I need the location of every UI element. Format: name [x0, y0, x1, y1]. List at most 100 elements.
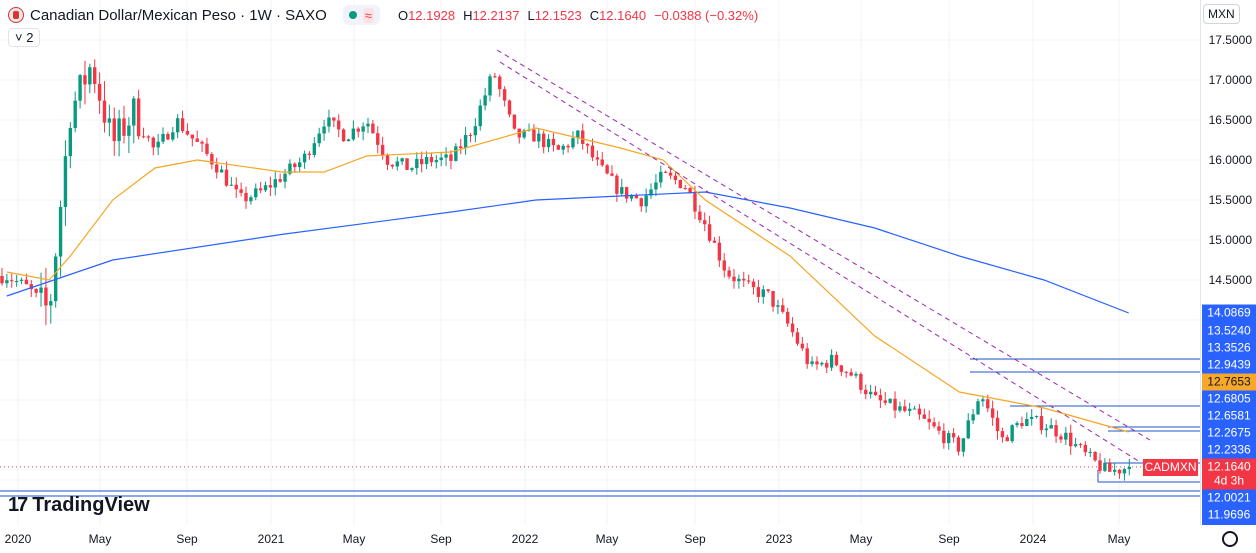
candle-body: [522, 130, 526, 138]
candle-body: [244, 192, 248, 202]
candle-body: [483, 95, 487, 106]
candle-body: [444, 154, 448, 158]
price-tick-label: 16.5000: [1208, 113, 1252, 127]
candle-body: [620, 187, 624, 194]
candle-body: [937, 426, 941, 431]
candle-body: [415, 158, 419, 169]
candle-body: [541, 133, 546, 148]
market-status[interactable]: ≈: [342, 5, 380, 25]
candle-body: [102, 100, 107, 123]
currency-button[interactable]: MXN: [1203, 4, 1240, 24]
candle-body: [922, 414, 927, 419]
price-tag-level: 11.9696: [1202, 506, 1256, 524]
candle-body: [122, 118, 126, 136]
candle-body: [600, 159, 604, 166]
candle-body: [263, 185, 268, 191]
candle-body: [1098, 460, 1102, 471]
candle-body: [488, 76, 492, 96]
price-tick-label: 14.5000: [1208, 273, 1252, 287]
candle-body: [766, 289, 770, 292]
candle-body: [537, 133, 541, 142]
candle-body: [5, 280, 9, 284]
candle-body: [278, 179, 282, 182]
candle-body: [698, 211, 702, 221]
candle-body: [917, 408, 922, 415]
price-chart[interactable]: [0, 0, 1200, 525]
candle-body: [180, 118, 185, 132]
candle-body: [205, 143, 209, 154]
candle-body: [449, 154, 453, 161]
candle-body: [493, 76, 497, 78]
price-axis[interactable]: 17.5000 17.0000 16.5000 16.0000 15.5000 15.00…: [1200, 0, 1256, 525]
candle-body: [1108, 462, 1112, 472]
high-value: 12.2137: [472, 7, 520, 23]
candle-body: [366, 123, 370, 127]
candle-body: [249, 197, 253, 202]
candle-body: [1054, 425, 1058, 437]
candle-body: [254, 188, 258, 198]
candle-body: [976, 401, 980, 415]
candle-body: [356, 128, 360, 132]
time-tick-label: 2020: [4, 532, 32, 546]
candle-body: [395, 161, 399, 167]
candle-body: [502, 89, 507, 101]
candle-body: [512, 114, 517, 129]
candle-body: [29, 284, 33, 290]
candle-body: [629, 195, 634, 199]
indicators-toggle-button[interactable]: ˅ 2: [8, 28, 41, 47]
candle-body: [693, 193, 697, 212]
candle-body: [200, 141, 204, 144]
candle-body: [380, 144, 385, 156]
tradingview-logo[interactable]: 17 TradingView: [8, 494, 150, 516]
candle-body: [307, 153, 312, 155]
candle-body: [73, 100, 77, 129]
candle-body: [1039, 416, 1044, 431]
candle-body: [419, 158, 424, 165]
price-tag-level: 13.3526: [1202, 339, 1256, 357]
candle-body: [668, 172, 673, 176]
canada-mexico-flag-icon: [8, 7, 24, 23]
candle-body: [912, 408, 917, 410]
symbol-title[interactable]: Canadian Dollar/Mexican Peso · 1W · SAXO: [30, 6, 327, 24]
candle-body: [839, 365, 844, 372]
candle-body: [868, 391, 873, 395]
candle-body: [400, 158, 404, 162]
candle-body: [947, 433, 951, 444]
candle-body: [117, 118, 121, 142]
candle-body: [576, 130, 580, 139]
candle-body: [703, 220, 707, 225]
candle-body: [322, 126, 326, 134]
candle-body: [498, 76, 502, 90]
candle-body: [14, 280, 19, 282]
candle-body: [376, 133, 380, 145]
candle-body: [405, 158, 409, 170]
candle-body: [239, 189, 243, 193]
time-tick-label: May: [88, 532, 112, 546]
candle-body: [463, 135, 468, 149]
candle-body: [761, 289, 765, 297]
candle-body: [795, 332, 800, 344]
candle-body: [756, 287, 761, 297]
price-tag-ma_fast: 12.7653: [1202, 373, 1256, 391]
candle-body: [127, 125, 131, 136]
candle-body: [337, 120, 341, 130]
candle-body: [825, 362, 829, 368]
candle-body: [532, 129, 536, 142]
candle-body: [942, 430, 946, 444]
candle-body: [639, 198, 643, 207]
candle-body: [556, 145, 561, 150]
moving-average-fast-line: [6, 127, 1129, 433]
candle-body: [195, 138, 199, 142]
candle-body: [1025, 418, 1029, 427]
candle-body: [132, 98, 136, 126]
close-value: 12.1640: [599, 7, 647, 23]
candle-body: [610, 173, 614, 176]
candle-body: [1122, 469, 1127, 474]
candle-body: [1034, 416, 1039, 418]
chart-settings-icon[interactable]: [1222, 531, 1238, 547]
candle-body: [88, 67, 92, 85]
candle-body: [585, 143, 590, 146]
candle-body: [990, 408, 995, 418]
candle-body: [712, 240, 717, 243]
time-tick-label: Sep: [430, 532, 452, 546]
